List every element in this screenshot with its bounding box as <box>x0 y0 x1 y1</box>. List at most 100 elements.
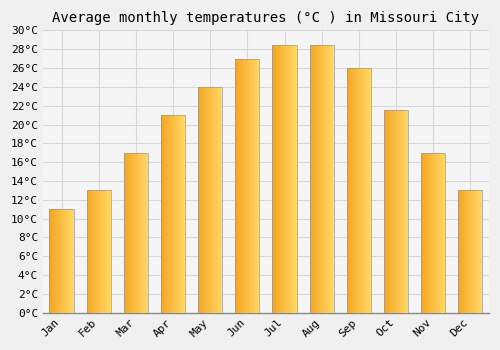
Bar <box>68 209 69 313</box>
Bar <box>434 153 435 313</box>
Bar <box>286 44 287 313</box>
Bar <box>318 44 320 313</box>
Bar <box>240 59 241 313</box>
Bar <box>65 209 66 313</box>
Bar <box>361 68 362 313</box>
Bar <box>89 190 90 313</box>
Bar <box>462 190 463 313</box>
Bar <box>310 44 334 313</box>
Bar <box>92 190 93 313</box>
Bar <box>393 110 394 313</box>
Bar <box>275 44 276 313</box>
Bar <box>295 44 296 313</box>
Bar <box>426 153 428 313</box>
Bar <box>329 44 330 313</box>
Bar <box>276 44 278 313</box>
Bar <box>290 44 291 313</box>
Bar <box>437 153 438 313</box>
Bar <box>143 153 144 313</box>
Bar <box>421 153 422 313</box>
Bar <box>208 87 210 313</box>
Bar <box>464 190 466 313</box>
Bar <box>100 190 101 313</box>
Bar <box>463 190 464 313</box>
Bar <box>294 44 295 313</box>
Bar <box>313 44 314 313</box>
Bar <box>178 115 180 313</box>
Bar <box>468 190 469 313</box>
Bar <box>97 190 98 313</box>
Bar <box>139 153 140 313</box>
Bar <box>169 115 170 313</box>
Bar <box>425 153 426 313</box>
Bar <box>176 115 177 313</box>
Bar <box>90 190 92 313</box>
Bar <box>140 153 141 313</box>
Bar <box>424 153 425 313</box>
Bar <box>250 59 252 313</box>
Bar <box>93 190 94 313</box>
Bar <box>136 153 138 313</box>
Bar <box>161 115 162 313</box>
Bar <box>71 209 72 313</box>
Bar <box>432 153 433 313</box>
Bar <box>438 153 439 313</box>
Bar <box>370 68 371 313</box>
Bar <box>474 190 475 313</box>
Bar <box>356 68 357 313</box>
Bar <box>63 209 64 313</box>
Bar <box>402 110 403 313</box>
Bar <box>219 87 220 313</box>
Bar <box>476 190 477 313</box>
Bar <box>132 153 134 313</box>
Bar <box>198 87 199 313</box>
Bar <box>477 190 478 313</box>
Bar <box>392 110 393 313</box>
Bar <box>246 59 248 313</box>
Bar <box>358 68 359 313</box>
Bar <box>355 68 356 313</box>
Bar <box>433 153 434 313</box>
Bar <box>467 190 468 313</box>
Bar <box>51 209 52 313</box>
Bar <box>94 190 96 313</box>
Bar <box>236 59 260 313</box>
Bar <box>241 59 242 313</box>
Bar <box>211 87 212 313</box>
Bar <box>236 59 237 313</box>
Bar <box>399 110 400 313</box>
Bar <box>168 115 169 313</box>
Bar <box>106 190 107 313</box>
Bar <box>472 190 474 313</box>
Bar <box>390 110 391 313</box>
Bar <box>291 44 292 313</box>
Bar <box>349 68 350 313</box>
Bar <box>471 190 472 313</box>
Bar <box>333 44 334 313</box>
Bar <box>138 153 139 313</box>
Bar <box>244 59 245 313</box>
Bar <box>54 209 55 313</box>
Bar <box>126 153 127 313</box>
Bar <box>142 153 143 313</box>
Bar <box>404 110 405 313</box>
Bar <box>102 190 104 313</box>
Bar <box>353 68 354 313</box>
Bar <box>388 110 390 313</box>
Bar <box>288 44 290 313</box>
Bar <box>52 209 54 313</box>
Bar <box>332 44 333 313</box>
Bar <box>206 87 207 313</box>
Bar <box>135 153 136 313</box>
Bar <box>58 209 59 313</box>
Bar <box>429 153 430 313</box>
Bar <box>50 209 74 313</box>
Bar <box>55 209 56 313</box>
Bar <box>248 59 249 313</box>
Bar <box>144 153 146 313</box>
Bar <box>460 190 462 313</box>
Bar <box>200 87 202 313</box>
Bar <box>347 68 348 313</box>
Bar <box>215 87 216 313</box>
Bar <box>86 190 88 313</box>
